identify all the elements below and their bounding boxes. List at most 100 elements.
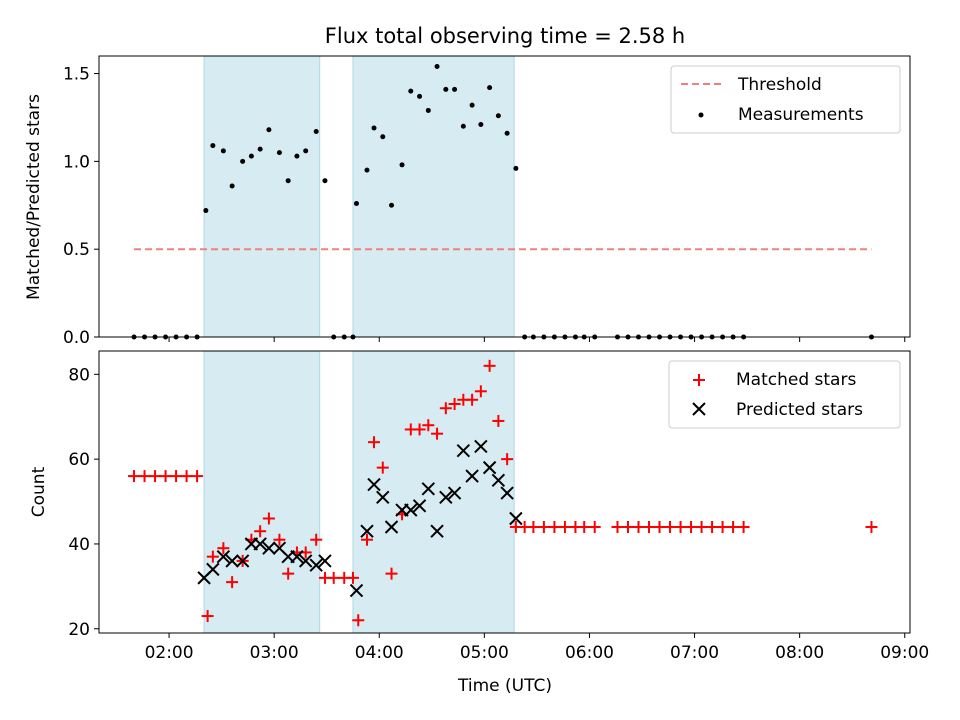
- measurement-point: [417, 93, 423, 99]
- predicted-star-point: [447, 486, 462, 500]
- measurement-point: [408, 88, 414, 94]
- measurement-point: [313, 129, 319, 135]
- matched-star-point: [611, 520, 624, 533]
- predicted-star-point: [290, 549, 304, 564]
- predicted-star-point: [421, 482, 436, 496]
- matched-star-point: [474, 385, 487, 398]
- matched-star-point: [653, 520, 666, 533]
- matched-star-point: [201, 610, 214, 623]
- legend-predicted-swatch: [692, 402, 706, 416]
- matched-star-point: [180, 470, 193, 483]
- matched-star-point: [385, 567, 398, 580]
- x-tick-label: 02:00: [145, 643, 194, 663]
- matched-star-point: [492, 414, 505, 427]
- measurement-point: [276, 150, 282, 156]
- bottom-shaded-intervals: [203, 350, 515, 634]
- matched-star-point: [466, 393, 479, 406]
- y-tick-label: 0.5: [63, 240, 90, 260]
- measurement-point: [380, 134, 386, 140]
- matched-star-point: [138, 470, 151, 483]
- predicted-star-point: [491, 473, 506, 488]
- measurement-point: [248, 153, 254, 159]
- measurement-point: [371, 125, 377, 131]
- predicted-star-point: [309, 558, 323, 572]
- matched-star-point: [170, 470, 183, 483]
- shaded-interval-1: [203, 350, 321, 634]
- bottom-legend: Matched stars Predicted stars: [668, 360, 901, 429]
- measurement-point: [294, 153, 300, 159]
- measurement-point: [443, 86, 449, 92]
- matched-star-point: [206, 550, 219, 563]
- matched-star-point: [360, 533, 373, 546]
- matched-star-point: [865, 520, 878, 533]
- measurement-point: [266, 127, 272, 133]
- measurement-point: [240, 158, 246, 164]
- predicted-star-point: [367, 477, 381, 492]
- matched-star-point: [439, 402, 452, 415]
- matched-star-point: [632, 520, 645, 533]
- shaded-interval-2: [352, 350, 515, 634]
- matched-star-point: [727, 520, 740, 533]
- predicted-star-point: [318, 554, 332, 568]
- matched-star-point: [310, 533, 323, 546]
- matched-star-point: [376, 461, 389, 474]
- y-tick-label: 80: [68, 365, 90, 385]
- predicted-star-point: [225, 554, 239, 568]
- matched-star-point: [643, 520, 656, 533]
- matched-star-point: [527, 520, 540, 533]
- x-tick-label: 09:00: [880, 643, 929, 663]
- predicted-star-point: [430, 524, 444, 538]
- x-tick-label: 07:00: [670, 643, 719, 663]
- x-tick-label: 05:00: [460, 643, 509, 663]
- matched-star-point: [368, 436, 381, 449]
- shaded-interval-2: [352, 55, 515, 338]
- bottom-series-layer: [128, 359, 878, 627]
- predicted-star-point: [456, 443, 471, 458]
- measurement-point: [285, 178, 291, 184]
- matched-star-point: [706, 520, 719, 533]
- matched-star-point: [548, 520, 561, 533]
- legend-matched-swatch: [693, 374, 705, 386]
- measurement-point: [203, 208, 209, 214]
- measurement-point: [495, 113, 501, 119]
- measurement-point: [469, 102, 475, 108]
- matched-star-point: [422, 419, 435, 432]
- matched-star-point: [501, 453, 514, 466]
- top-y-axis-label: Matched/Predicted stars: [24, 94, 44, 300]
- matched-star-point: [159, 470, 172, 483]
- predicted-star-point: [349, 583, 364, 598]
- matched-star-point: [431, 427, 444, 440]
- matched-star-point: [737, 520, 750, 533]
- matched-star-point: [128, 470, 141, 483]
- predicted-star-point: [216, 549, 231, 564]
- legend-matched-label: Matched stars: [736, 370, 856, 390]
- top-axes-frame: [98, 55, 911, 338]
- predicted-star-point: [439, 490, 453, 505]
- measurement-point: [353, 201, 359, 207]
- bottom-x-axis: 02:00 03:00 04:00 05:00 06:00 07:00 08:00 09:00: [145, 633, 929, 663]
- x-axis-label: Time (UTC): [457, 676, 552, 696]
- shaded-interval-1: [203, 55, 321, 338]
- measurement-point: [504, 130, 510, 136]
- measurement-point: [303, 148, 309, 154]
- matched-star-point: [217, 542, 230, 555]
- measurement-point: [257, 146, 263, 152]
- matched-star-point: [262, 512, 275, 525]
- matched-star-point: [413, 423, 426, 436]
- top-panel: 0.0 0.5 1.0 1.5 Matched/Predicted stars Thr…: [24, 55, 911, 348]
- x-tick-label: 04:00: [355, 643, 404, 663]
- matched-star-point: [558, 520, 571, 533]
- predicted-star-point: [482, 460, 497, 475]
- predicted-star-point: [474, 439, 488, 454]
- matched-star-point: [578, 520, 591, 533]
- measurement-point: [487, 85, 493, 91]
- measurement-point: [513, 165, 519, 171]
- measurement-point: [210, 143, 216, 149]
- matched-star-point: [695, 520, 708, 533]
- y-tick-label: 1.5: [63, 65, 90, 85]
- measurement-point: [389, 202, 395, 208]
- bottom-axes-frame: [98, 350, 911, 634]
- matched-star-point: [537, 520, 550, 533]
- predicted-star-point: [376, 490, 390, 505]
- matched-star-point: [674, 520, 687, 533]
